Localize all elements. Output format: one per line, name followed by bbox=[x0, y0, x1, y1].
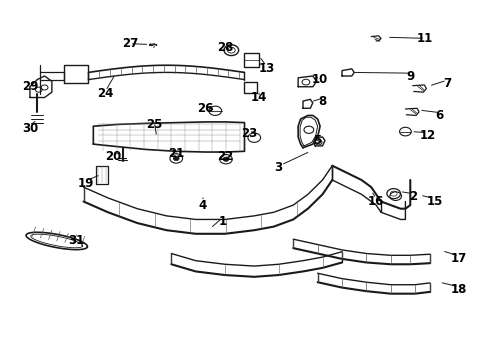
Text: 7: 7 bbox=[442, 77, 450, 90]
Text: 1: 1 bbox=[218, 215, 226, 228]
Text: 18: 18 bbox=[450, 283, 466, 296]
Text: 26: 26 bbox=[197, 102, 213, 115]
Text: 30: 30 bbox=[22, 122, 38, 135]
Text: 27: 27 bbox=[122, 37, 138, 50]
Text: 31: 31 bbox=[68, 234, 84, 247]
Text: 23: 23 bbox=[241, 127, 257, 140]
Text: 29: 29 bbox=[22, 80, 38, 93]
Text: 4: 4 bbox=[199, 199, 207, 212]
Text: 16: 16 bbox=[367, 195, 384, 208]
Text: 17: 17 bbox=[450, 252, 466, 265]
Text: 6: 6 bbox=[434, 109, 443, 122]
Bar bbox=[243, 82, 257, 93]
Text: 14: 14 bbox=[250, 91, 267, 104]
Text: 5: 5 bbox=[313, 134, 321, 147]
Text: 25: 25 bbox=[146, 118, 162, 131]
Text: 11: 11 bbox=[416, 32, 432, 45]
Text: 12: 12 bbox=[418, 129, 435, 142]
Text: 22: 22 bbox=[216, 150, 233, 163]
Text: 20: 20 bbox=[104, 150, 121, 163]
Text: 13: 13 bbox=[258, 62, 274, 75]
Text: 28: 28 bbox=[216, 41, 233, 54]
Text: 2: 2 bbox=[408, 190, 416, 203]
Text: 19: 19 bbox=[78, 177, 94, 190]
Bar bbox=[244, 53, 259, 67]
Text: 24: 24 bbox=[97, 87, 114, 100]
Text: 8: 8 bbox=[318, 95, 326, 108]
Text: 15: 15 bbox=[426, 195, 442, 208]
Text: 9: 9 bbox=[406, 69, 413, 82]
Circle shape bbox=[223, 157, 228, 161]
Text: 21: 21 bbox=[168, 147, 184, 159]
Text: 10: 10 bbox=[311, 73, 327, 86]
Circle shape bbox=[173, 156, 179, 161]
Text: 3: 3 bbox=[274, 161, 282, 174]
